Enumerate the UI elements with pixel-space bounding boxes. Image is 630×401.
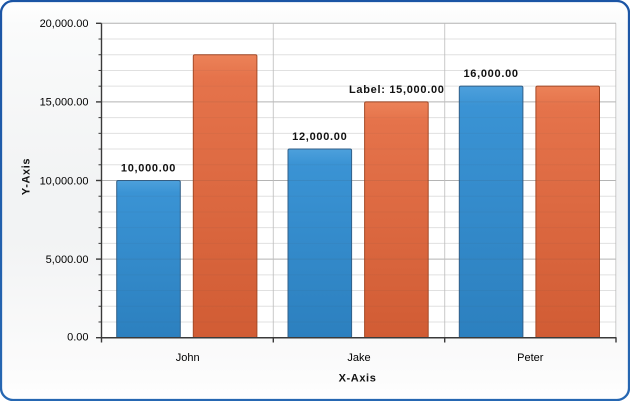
svg-text:0.00: 0.00 <box>67 331 88 343</box>
svg-text:10,000.00: 10,000.00 <box>121 163 176 175</box>
svg-text:20,000.00: 20,000.00 <box>40 18 89 30</box>
svg-text:Y-Axis: Y-Axis <box>20 158 32 195</box>
svg-text:Peter: Peter <box>517 352 544 364</box>
svg-text:15,000.00: 15,000.00 <box>40 97 89 109</box>
svg-text:10,000.00: 10,000.00 <box>40 175 89 187</box>
svg-text:X-Axis: X-Axis <box>339 373 377 385</box>
svg-text:Jake: Jake <box>347 352 370 364</box>
svg-text:John: John <box>176 352 200 364</box>
svg-text:Label: 15,000.00: Label: 15,000.00 <box>349 84 445 96</box>
svg-text:16,000.00: 16,000.00 <box>463 68 518 80</box>
svg-text:5,000.00: 5,000.00 <box>46 254 89 266</box>
svg-text:12,000.00: 12,000.00 <box>292 131 347 143</box>
